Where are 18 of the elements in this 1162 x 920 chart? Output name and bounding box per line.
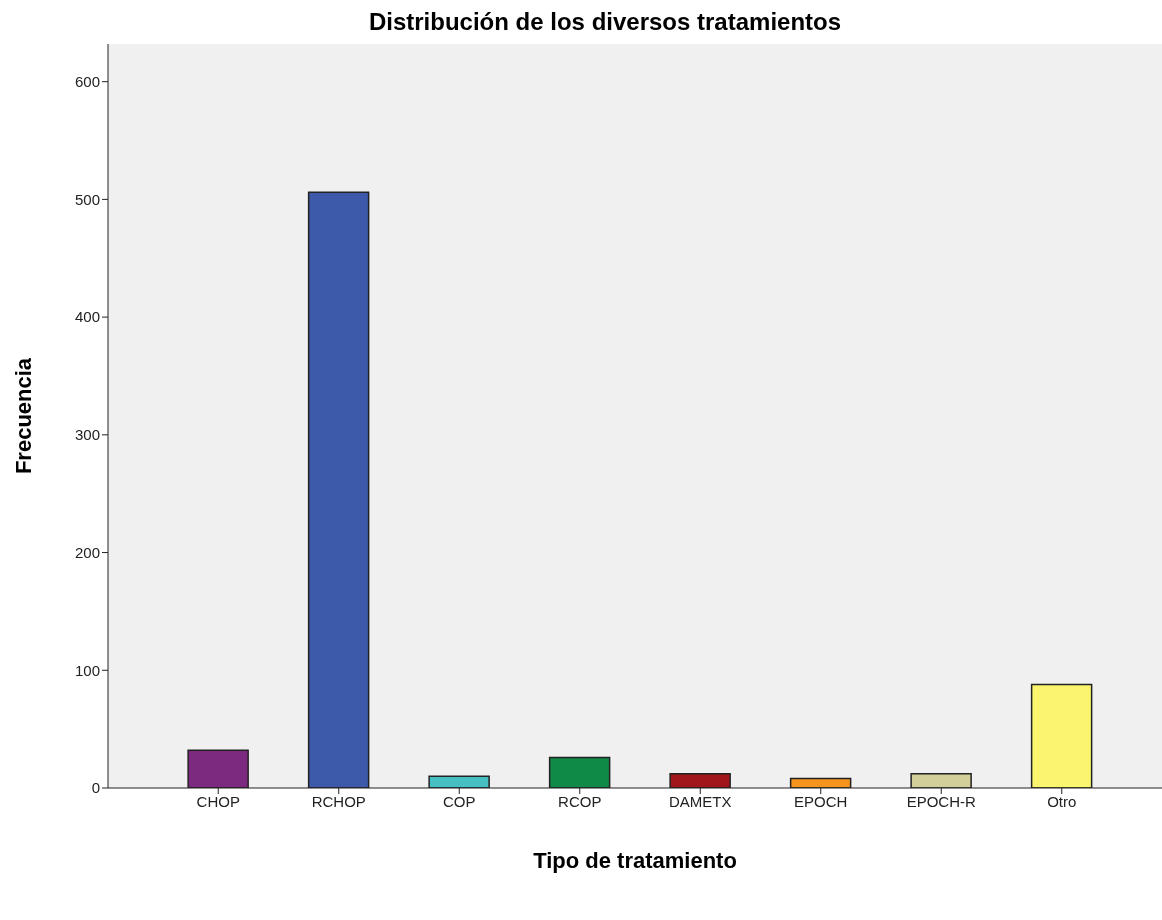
x-tick-label: EPOCH (794, 792, 848, 810)
y-tick-label: 300 (74, 426, 100, 444)
y-tick-label: 0 (91, 779, 100, 797)
chart-title: Distribución de los diversos tratamientos (367, 8, 843, 37)
y-axis-title: Frecuencia (10, 357, 36, 475)
y-tick-label: 200 (74, 543, 100, 561)
x-tick-label: CHOP (196, 792, 240, 810)
y-tick-label: 500 (74, 190, 100, 208)
x-tick-label: RCOP (558, 792, 602, 810)
x-tick-label: Otro (1047, 792, 1077, 810)
x-tick-label: RCHOP (311, 792, 366, 810)
x-tick-label: DAMETX (668, 792, 732, 810)
x-axis-title: Tipo de tratamiento (533, 848, 737, 873)
x-tick-label: COP (442, 792, 476, 810)
x-tick-label: EPOCH-R (906, 792, 976, 810)
y-tick-label: 100 (74, 661, 100, 679)
y-tick-label: 600 (74, 73, 100, 90)
y-tick-label: 400 (74, 308, 100, 326)
